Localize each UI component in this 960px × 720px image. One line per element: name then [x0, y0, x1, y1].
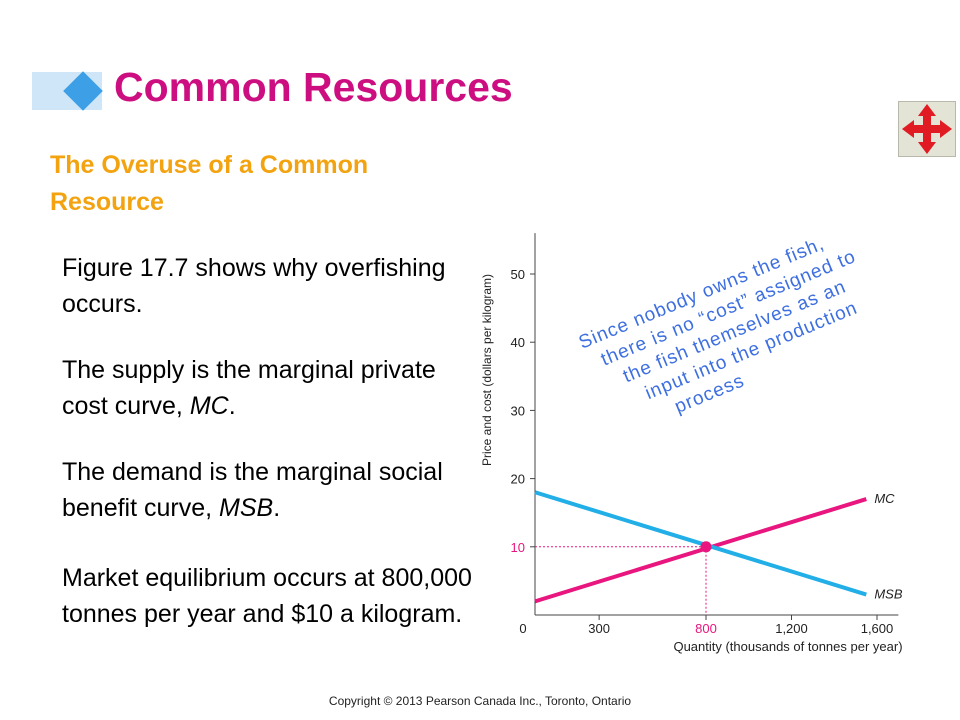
x-tick-label: 0 [519, 621, 526, 636]
bullet-1: Figure 17.7 shows why overfishing occurs… [62, 250, 472, 322]
y-axis-label: Price and cost (dollars per kilogram) [480, 274, 494, 466]
bullet-1-text: Figure 17.7 shows why overfishing occurs… [62, 254, 446, 318]
x-tick-label: 1,200 [775, 621, 808, 636]
slide-title: Common Resources [114, 64, 513, 110]
y-tick-label: 50 [511, 267, 525, 282]
copyright-notice: Copyright © 2013 Pearson Canada Inc., To… [328, 694, 632, 708]
bullet-2: The supply is the marginal private cost … [62, 352, 472, 424]
y-tick-label: 30 [511, 403, 525, 418]
chart-annotation: Since nobody owns the fish,there is no “… [576, 224, 887, 442]
bullet-4-text: Market equilibrium occurs at 800,000 ton… [62, 564, 472, 628]
y-tick-label: 20 [511, 472, 525, 487]
bullet-4: Market equilibrium occurs at 800,000 ton… [62, 560, 472, 632]
equilibrium-point [700, 541, 712, 553]
bullet-2-tail: . [228, 392, 236, 420]
series-label-mc: MC [874, 491, 895, 506]
series-line-msb [534, 490, 867, 597]
bullet-2-emphasis: MC [189, 392, 229, 420]
bullet-3: The demand is the marginal social benefi… [62, 454, 472, 526]
x-tick-label: 1,600 [861, 621, 894, 636]
bullet-3-emphasis: MSB [219, 494, 274, 522]
section-subtitle: The Overuse of a Common Resource [50, 151, 369, 216]
move-arrows-button[interactable] [898, 101, 956, 157]
bullet-3-tail: . [273, 494, 281, 522]
bullet-2-text: The supply is the marginal private cost … [62, 356, 436, 420]
series-line-mc [534, 497, 867, 604]
chart: Price and cost (dollars per kilogram) 10… [480, 224, 903, 654]
move-arrows-icon [902, 104, 952, 154]
series-label-msb: MSB [874, 587, 903, 602]
x-axis-label: Quantity (thousands of tonnes per year) [673, 639, 902, 654]
y-tick-label: 40 [511, 335, 525, 350]
x-tick-label: 300 [588, 621, 610, 636]
bullet-3-text: The demand is the marginal social benefi… [62, 458, 443, 522]
x-tick-label: 800 [695, 621, 717, 636]
y-tick-label: 10 [511, 540, 525, 555]
